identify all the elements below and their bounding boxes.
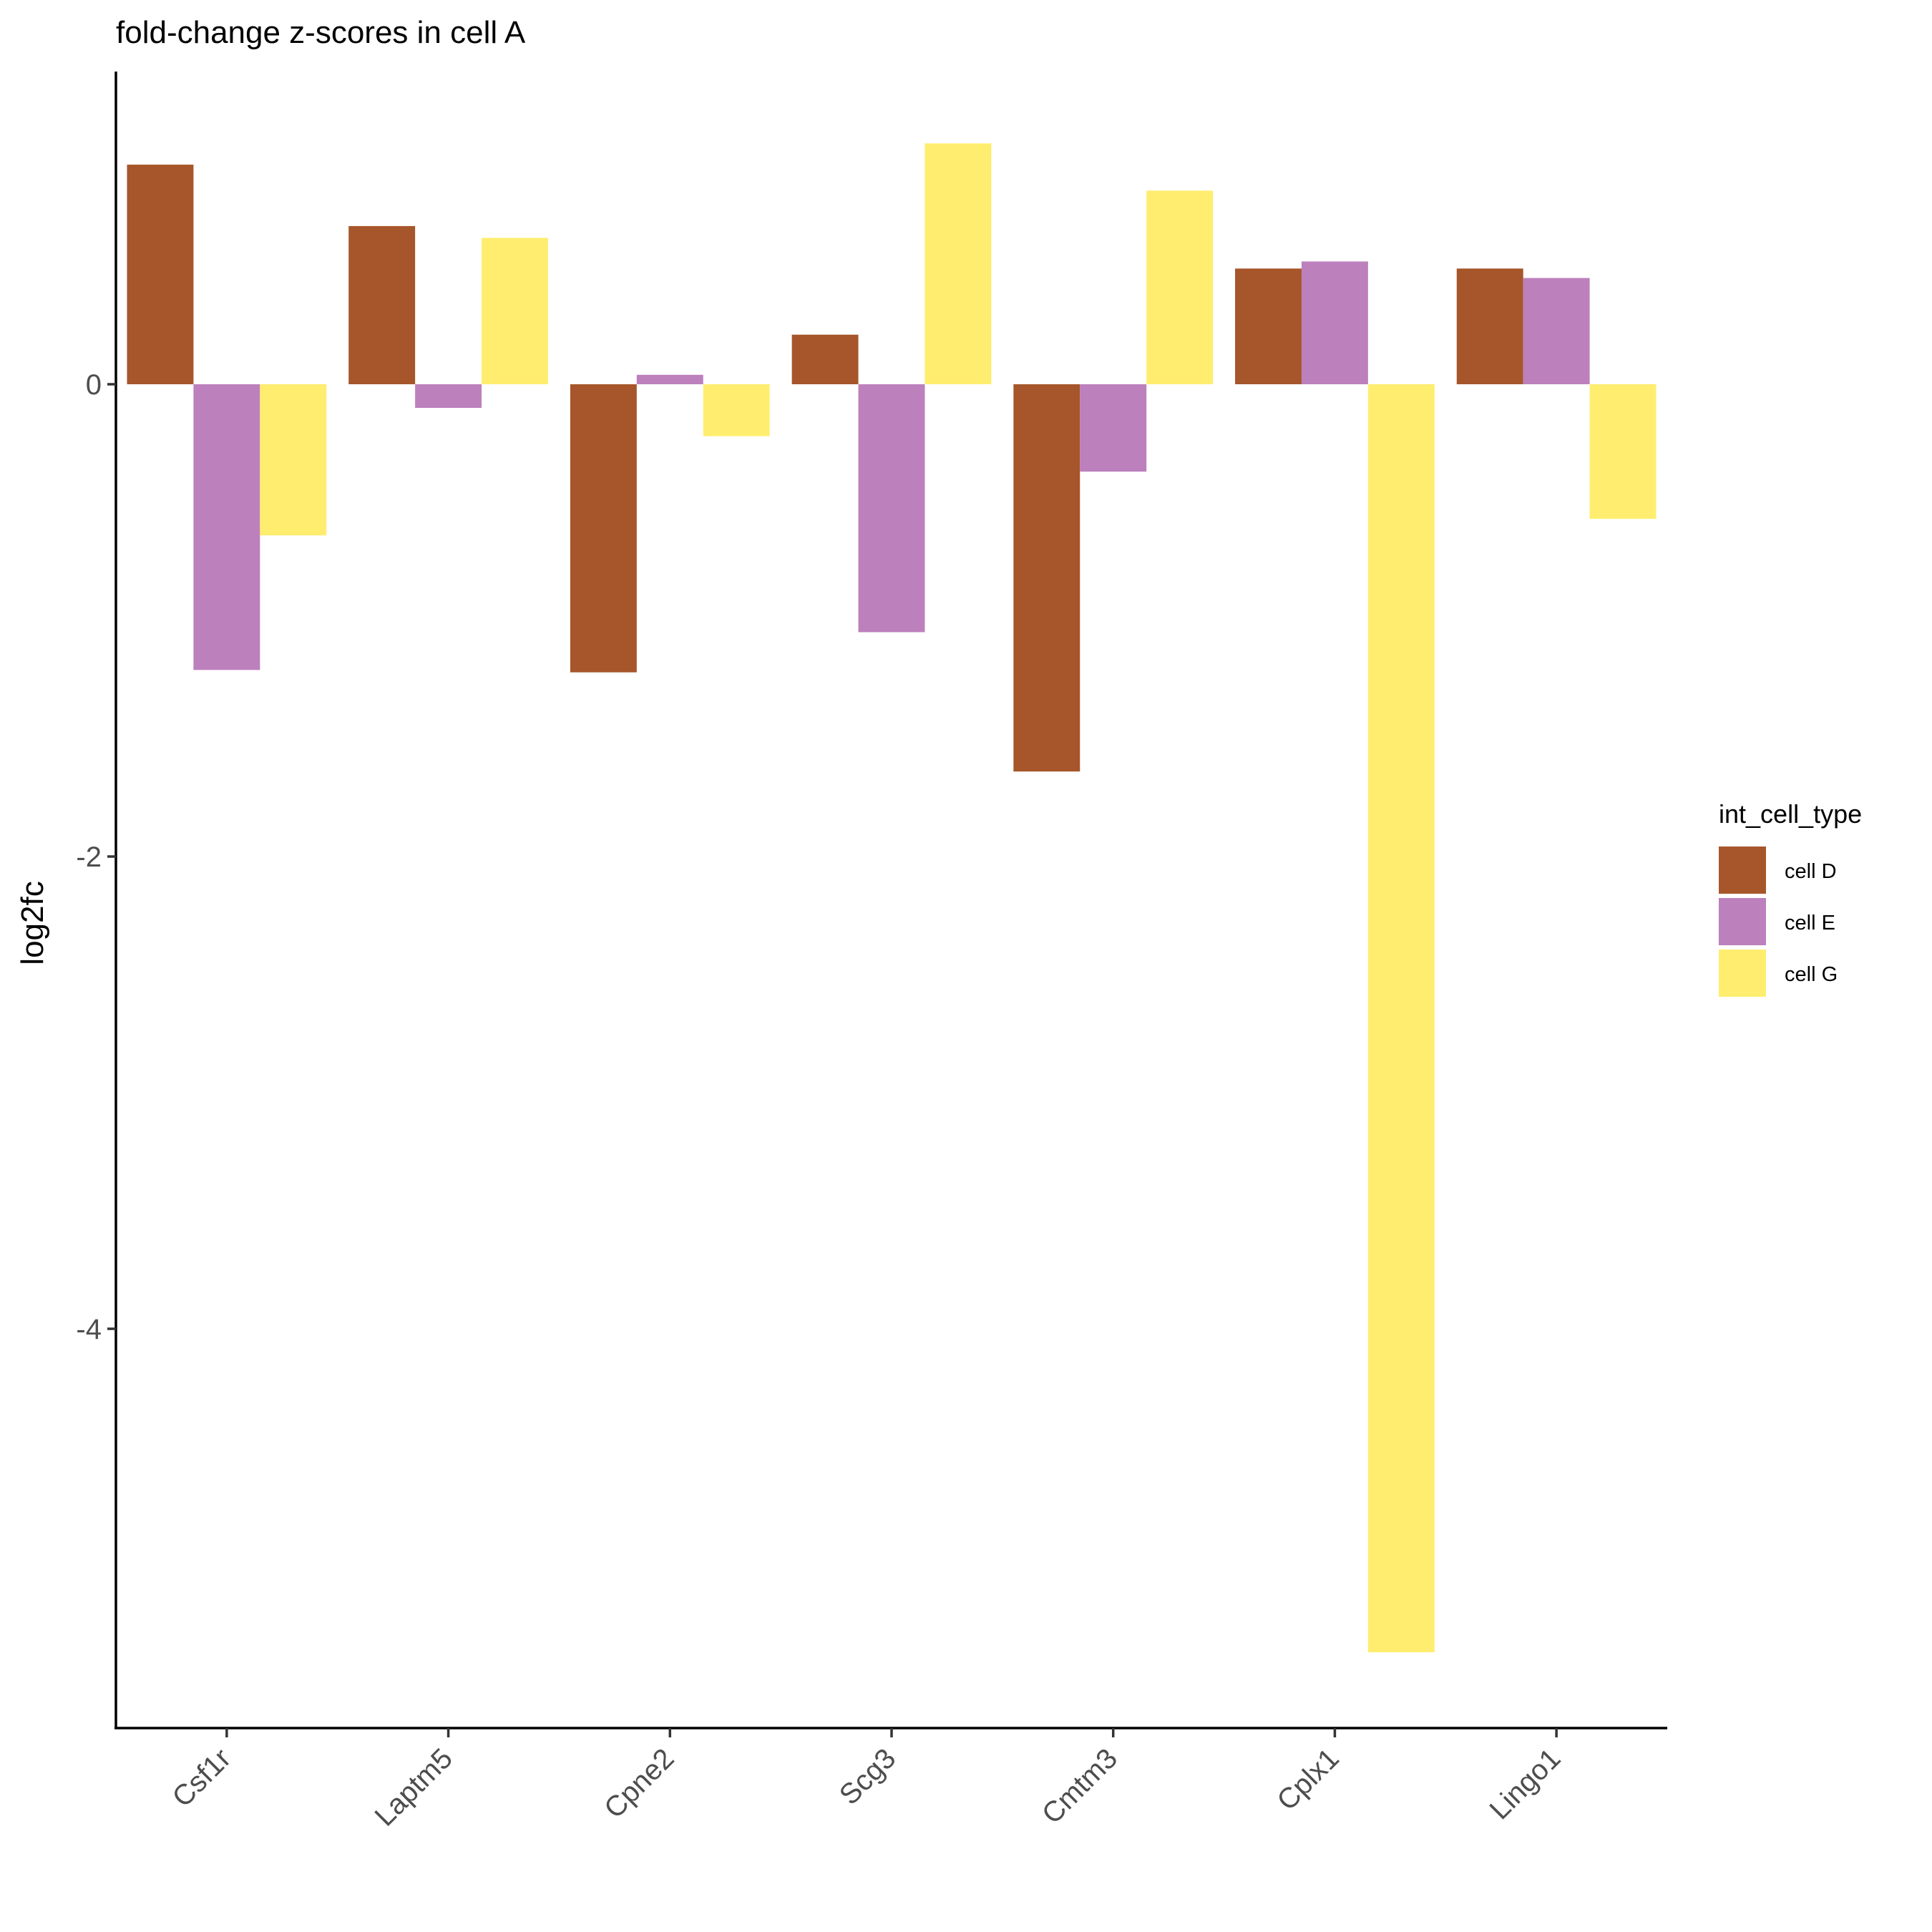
bar-cplx1-cell-d: [1235, 268, 1302, 384]
x-tick-label: Scg3: [834, 1742, 902, 1811]
bar-lingo1-cell-d: [1456, 268, 1523, 384]
legend-swatch-cell-d: [1719, 847, 1766, 894]
x-tick-label: Lingo1: [1483, 1742, 1566, 1825]
legend-title: int_cell_type: [1719, 799, 1862, 829]
bar-cpne2-cell-e: [636, 374, 703, 384]
bar-cpne2-cell-g: [703, 384, 770, 436]
legend: int_cell_type cell D cell E cell G: [1719, 799, 1862, 997]
bar-scg3-cell-g: [924, 143, 992, 384]
chart-title: fold-change z-scores in cell A: [116, 15, 526, 50]
bars-group: [127, 143, 1657, 1653]
bar-lingo1-cell-e: [1523, 278, 1590, 384]
bar-scg3-cell-d: [791, 334, 859, 384]
bar-csf1r-cell-e: [193, 384, 260, 670]
y-tick-label: -4: [76, 1314, 102, 1345]
bar-cmtm3-cell-e: [1080, 384, 1147, 472]
legend-label: cell D: [1785, 860, 1837, 883]
y-tick-label: 0: [86, 369, 102, 401]
bar-csf1r-cell-g: [260, 384, 327, 536]
y-axis-label: log2fc: [15, 881, 50, 965]
x-tick-label: Csf1r: [167, 1742, 238, 1813]
bar-cpne2-cell-d: [570, 384, 637, 673]
bar-laptm5-cell-e: [415, 384, 482, 408]
x-tick-label: Cmtm3: [1036, 1742, 1123, 1830]
bar-laptm5-cell-g: [482, 238, 548, 384]
legend-label: cell G: [1785, 963, 1838, 986]
x-ticks: Csf1r Laptm5 Cpne2 Scg3 Cmtm3 Cplx1 Lingo1: [167, 1728, 1567, 1833]
bar-laptm5-cell-d: [348, 225, 416, 384]
x-tick-label: Laptm5: [369, 1742, 458, 1832]
bar-scg3-cell-e: [858, 384, 925, 633]
bar-cplx1-cell-g: [1367, 384, 1435, 1653]
x-tick-label: Cpne2: [598, 1742, 680, 1824]
bar-cmtm3-cell-d: [1013, 384, 1080, 772]
bar-cmtm3-cell-g: [1146, 190, 1214, 384]
y-ticks: 0 -2 -4: [76, 369, 116, 1345]
bar-cplx1-cell-e: [1301, 261, 1368, 384]
legend-swatch-cell-g: [1719, 950, 1766, 997]
y-tick-label: -2: [76, 841, 102, 873]
x-tick-label: Cplx1: [1271, 1742, 1345, 1816]
legend-label: cell E: [1785, 912, 1835, 935]
bar-csf1r-cell-d: [127, 165, 194, 384]
legend-swatch-cell-e: [1719, 898, 1766, 945]
bar-lingo1-cell-g: [1589, 384, 1657, 519]
